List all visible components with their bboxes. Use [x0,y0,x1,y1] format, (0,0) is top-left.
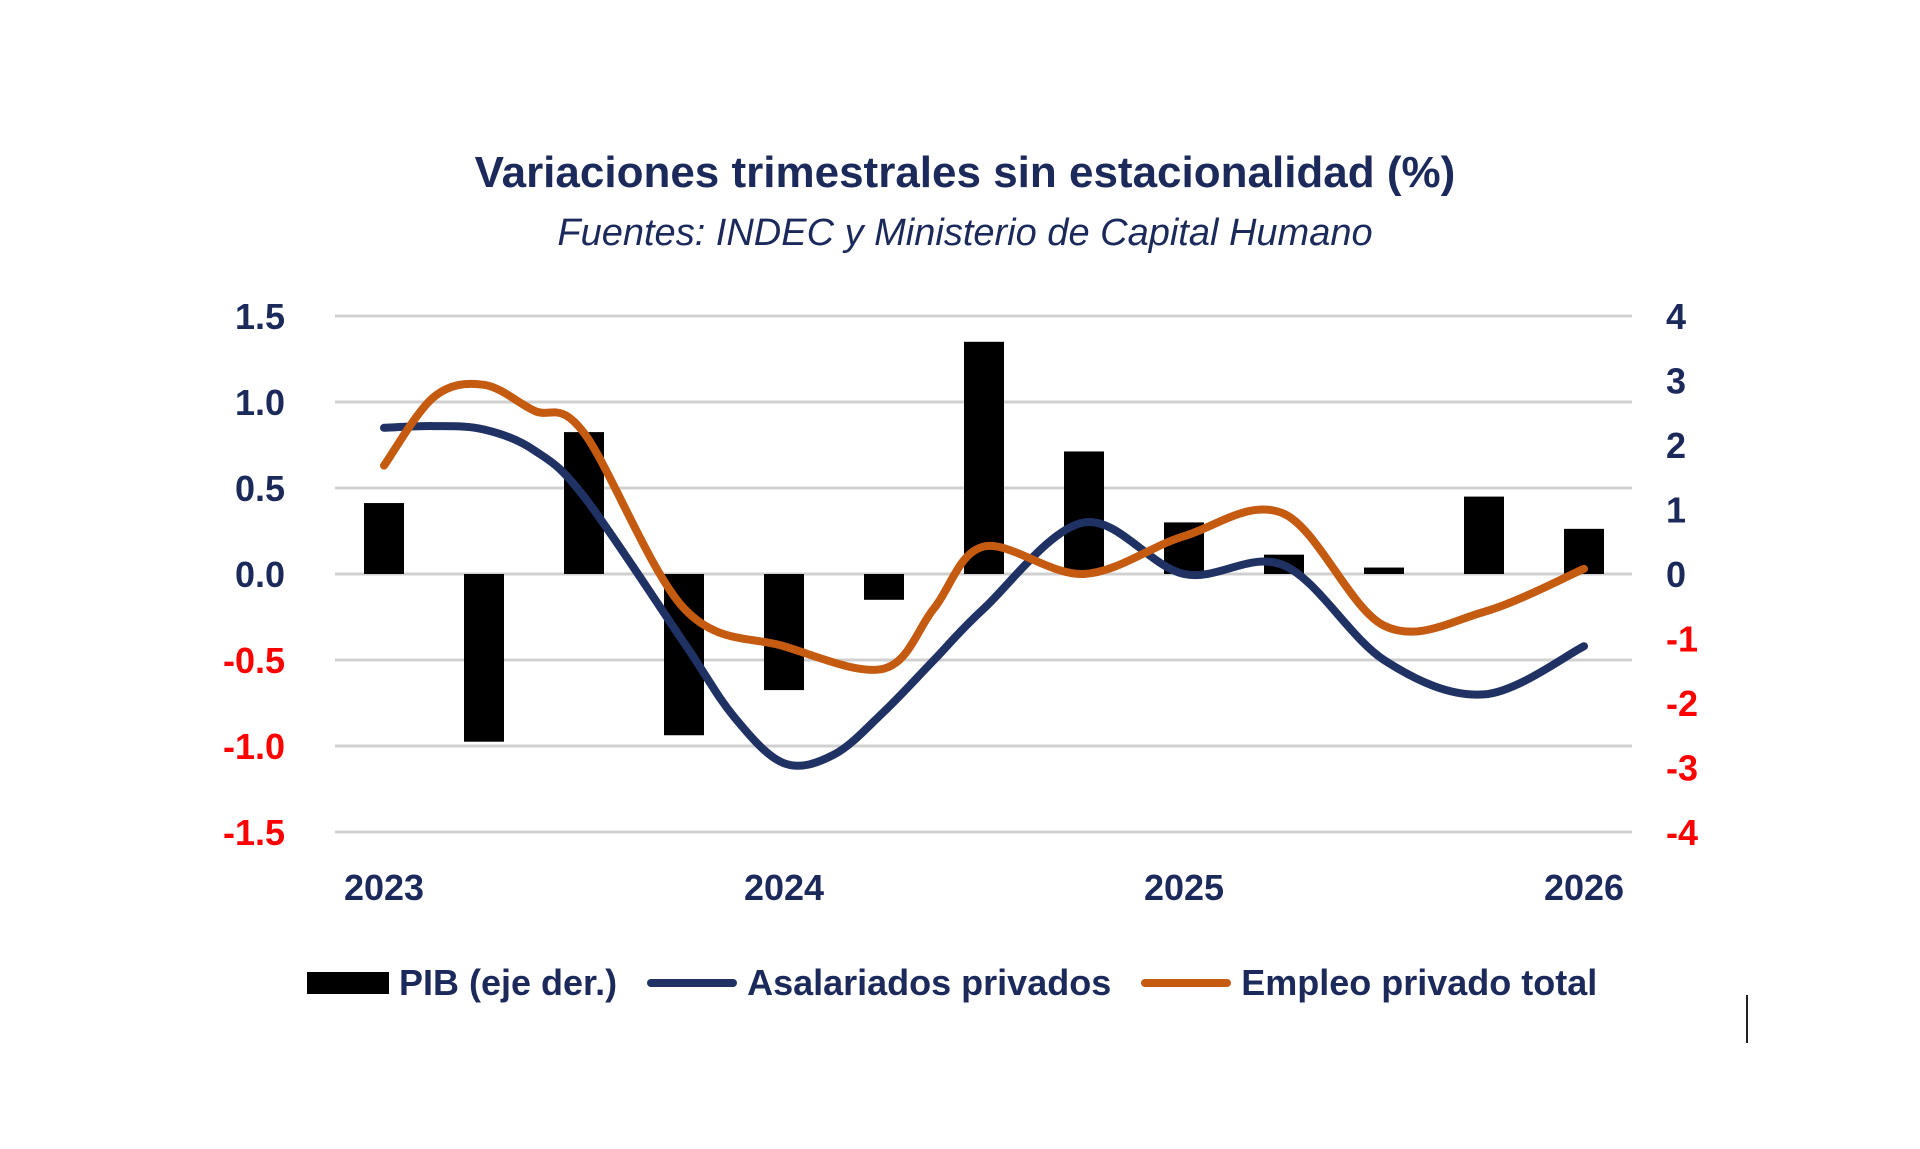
x-axis-tick-label: 2025 [1144,867,1224,908]
bar-pib [664,574,704,736]
x-axis-tick-label: 2023 [344,867,424,908]
left-axis-tick-label: 0.5 [235,468,285,509]
left-axis-tick-label: -0.5 [223,640,285,681]
bar-pib [964,341,1004,574]
left-axis-tick-label: -1.5 [223,812,285,853]
chart-legend: PIB (eje der.) Asalariados privados Empl… [307,958,1627,1008]
legend-label-asalariados: Asalariados privados [747,962,1112,1003]
chart-title: Variaciones trimestrales sin estacionali… [474,148,1456,197]
legend-item-empleo: Empleo privado total [1141,962,1597,1004]
left-axis-tick-label: 1.5 [235,296,285,337]
right-axis-tick-label: 4 [1666,296,1686,337]
line-asalariados-privados [380,422,1588,770]
text-cursor [1746,995,1748,1043]
legend-swatch-pib [307,972,389,994]
bar-pib [1364,567,1404,574]
legend-item-asalariados: Asalariados privados [647,962,1111,1004]
line-empleo-privado-total [380,379,1588,674]
bar-pib [364,503,404,574]
bar-pib [464,574,504,742]
legend-swatch-asalariados [647,979,738,987]
right-axis-tick-label: -1 [1666,619,1698,660]
right-axis-tick-label: -2 [1666,683,1698,724]
right-axis-tick-label: -4 [1666,812,1698,853]
legend-label-empleo: Empleo privado total [1241,962,1598,1003]
x-axis-tick-label: 2024 [744,867,824,908]
bar-pib [1464,496,1504,574]
right-axis-tick-label: -3 [1666,748,1698,789]
legend-swatch-empleo [1141,979,1232,987]
legend-item-pib: PIB (eje der.) [307,962,617,1004]
left-axis-tick-label: 1.0 [235,382,285,423]
right-axis-tick-label: 1 [1666,490,1686,531]
right-axis-tick-label: 0 [1666,554,1686,595]
left-axis-tick-label: 0.0 [235,554,285,595]
bar-pib [1064,451,1104,574]
legend-label-pib: PIB (eje der.) [399,962,618,1003]
x-axis-tick-label: 2026 [1544,867,1624,908]
chart-subtitle: Fuentes: INDEC y Ministerio de Capital H… [557,212,1373,254]
right-axis-tick-label: 3 [1666,361,1686,402]
bar-pib [864,574,904,600]
bar-pib [764,574,804,691]
left-axis-tick-label: -1.0 [223,726,285,767]
right-axis-tick-label: 2 [1666,425,1686,466]
